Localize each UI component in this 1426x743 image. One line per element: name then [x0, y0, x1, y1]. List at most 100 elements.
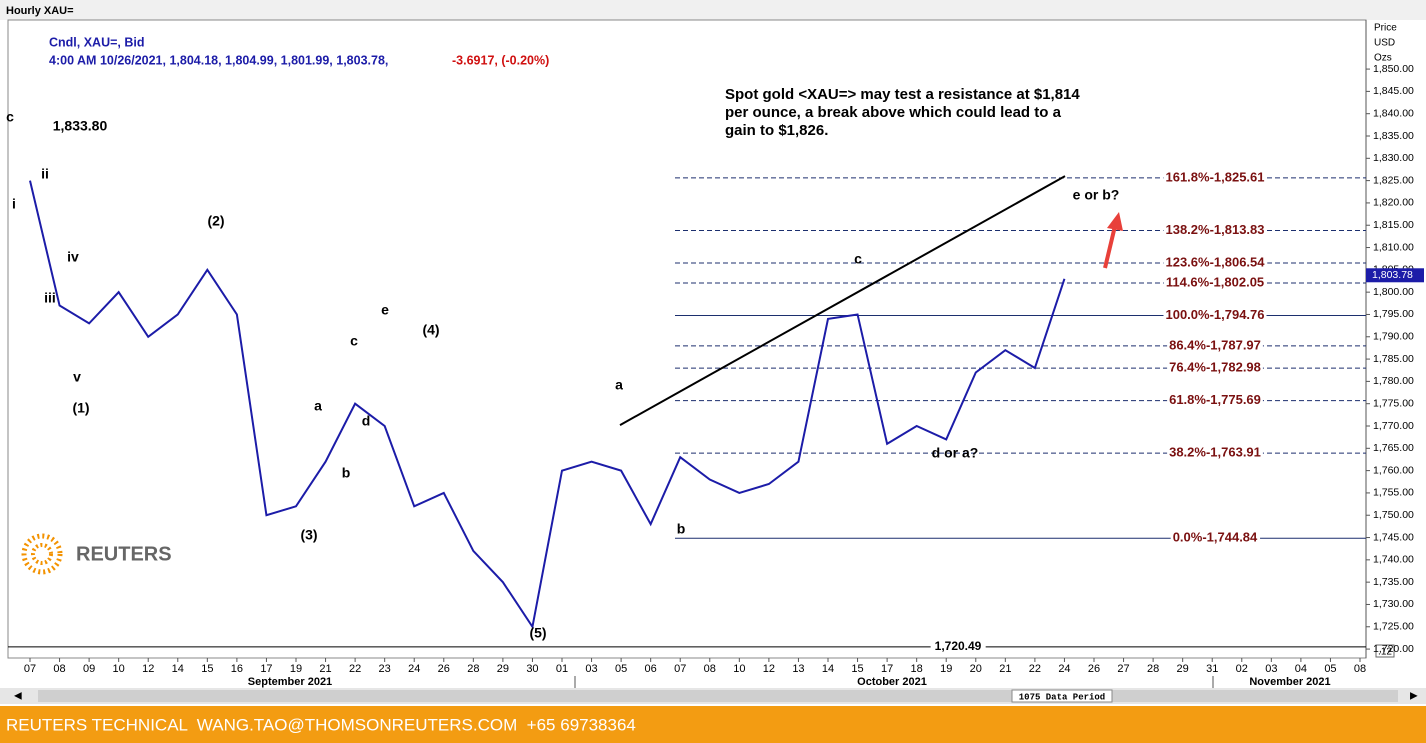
- wave-label: v: [73, 369, 81, 385]
- fib-label-bg: [1163, 169, 1267, 185]
- wave-label: c: [6, 109, 14, 125]
- logo: REUTERS: [14, 521, 181, 585]
- fib-label-bg: [1167, 444, 1263, 460]
- x-tick-label: 20: [970, 663, 982, 675]
- zoom-label[interactable]: .12: [1378, 647, 1392, 658]
- plot-area: [7, 19, 1367, 659]
- scroll-right[interactable]: ▶: [1410, 691, 1418, 702]
- x-tick-label: 05: [1324, 663, 1336, 675]
- support-label: 1,720.49: [935, 639, 982, 653]
- x-tick-label: 30: [526, 663, 538, 675]
- fib-label: 100.0%-1,794.76: [1165, 307, 1264, 322]
- x-tick-label: 15: [851, 663, 863, 675]
- wave-label: d: [362, 413, 371, 429]
- note: gain to $1,826.: [725, 122, 828, 139]
- y-tick-label: 1,845.00: [1373, 85, 1414, 97]
- data-period: 1075 Data Period: [1019, 692, 1105, 702]
- window-title: Hourly XAU=: [6, 5, 74, 17]
- last-price-box: [1366, 268, 1424, 283]
- wave-label: e: [381, 302, 389, 318]
- wave-label: c: [854, 251, 862, 267]
- note: Spot gold <XAU=> may test a resistance a…: [725, 86, 1080, 103]
- fib-label: 161.8%-1,825.61: [1165, 169, 1264, 184]
- x-tick-label: 06: [645, 663, 657, 675]
- support-label-bg: [930, 639, 986, 654]
- wave-label: iv: [67, 249, 79, 265]
- x-tick-label: 15: [201, 663, 213, 675]
- y-tick-label: 1,850.00: [1373, 63, 1414, 75]
- y-tick-label: 1,770.00: [1373, 420, 1414, 432]
- fib-label: 0.0%-1,744.84: [1173, 530, 1258, 545]
- x-tick-label: 18: [911, 663, 923, 675]
- x-tick-label: 24: [408, 663, 420, 675]
- x-tick-label: 22: [349, 663, 361, 675]
- y-tick-label: 1,745.00: [1373, 531, 1414, 543]
- wave-label: (5): [529, 625, 546, 641]
- wave-label: b: [342, 465, 351, 481]
- y-tick-label: 1,795.00: [1373, 308, 1414, 320]
- wave-label: a: [615, 377, 623, 393]
- fib-label-bg: [1163, 254, 1268, 270]
- month-label: November 2021: [1249, 676, 1330, 688]
- x-tick-label: 10: [113, 663, 125, 675]
- price-line: [29, 180, 1066, 630]
- x-tick-label: 17: [260, 663, 272, 675]
- y-tick-label: 1,835.00: [1373, 130, 1414, 142]
- logo-dots: [31, 543, 53, 565]
- x-tick-label: 26: [1088, 663, 1100, 675]
- y-tick-label: 1,825.00: [1373, 174, 1414, 186]
- fib-label: 86.4%-1,787.97: [1169, 337, 1261, 352]
- month-label: September 2021: [248, 676, 332, 688]
- y-tick-label: 1,730.00: [1373, 598, 1414, 610]
- x-tick-label: 03: [585, 663, 597, 675]
- logo-dots: [21, 533, 63, 575]
- wave-label: iii: [44, 290, 56, 306]
- fib-label-bg: [1163, 306, 1267, 322]
- wave-label: (4): [422, 322, 439, 338]
- y-tick-label: 1,750.00: [1373, 509, 1414, 521]
- x-tick-label: 14: [172, 663, 184, 675]
- arrow-head: [1107, 212, 1123, 231]
- wave-label: (1): [72, 400, 89, 416]
- x-tick-label: 19: [940, 663, 952, 675]
- y-tick-label: 1,790.00: [1373, 331, 1414, 343]
- y-tick-label: 1,780.00: [1373, 375, 1414, 387]
- wave-label: c: [350, 333, 358, 349]
- logo-text: REUTERS: [76, 543, 172, 565]
- y-tick-label: 1,760.00: [1373, 464, 1414, 476]
- wave-label: e or b?: [1073, 187, 1120, 203]
- x-tick-label: 16: [231, 663, 243, 675]
- header: Cndl, XAU=, Bid: [49, 35, 145, 49]
- wave-label: b: [677, 521, 686, 537]
- fib-label: 61.8%-1,775.69: [1169, 392, 1261, 407]
- x-tick-label: 24: [1058, 663, 1070, 675]
- wave-label: (3): [300, 527, 317, 543]
- fib-label-bg: [1167, 337, 1263, 353]
- scroll-thumb[interactable]: [38, 690, 1398, 702]
- y-tick-label: 1,720.00: [1373, 643, 1414, 655]
- fib-label: 38.2%-1,763.91: [1169, 445, 1261, 460]
- x-tick-label: 29: [1177, 663, 1189, 675]
- wave-label: ii: [41, 166, 49, 182]
- fib-label: 114.6%-1,802.05: [1166, 274, 1264, 289]
- y-tick-label: 1,725.00: [1373, 621, 1414, 633]
- x-tick-label: 09: [83, 663, 95, 675]
- wave-label: d or a?: [932, 445, 979, 461]
- last-price-label: 1,803.78: [1372, 269, 1413, 281]
- y-tick-label: 1,775.00: [1373, 397, 1414, 409]
- x-tick-label: 08: [53, 663, 65, 675]
- axis-title: Ozs: [1374, 53, 1392, 64]
- x-tick-label: 08: [704, 663, 716, 675]
- wave-label: a: [314, 398, 322, 414]
- fib-label: 123.6%-1,806.54: [1165, 254, 1265, 269]
- y-tick-label: 1,740.00: [1373, 554, 1414, 566]
- y-tick-label: 1,830.00: [1373, 152, 1414, 164]
- x-tick-label: 14: [822, 663, 834, 675]
- zoom-box[interactable]: [1375, 644, 1395, 658]
- x-tick-label: 13: [792, 663, 804, 675]
- fib-label-bg: [1163, 221, 1267, 237]
- x-tick-label: 28: [467, 663, 479, 675]
- scroll-left[interactable]: ◀: [14, 691, 22, 702]
- fib-label: 76.4%-1,782.98: [1169, 360, 1261, 375]
